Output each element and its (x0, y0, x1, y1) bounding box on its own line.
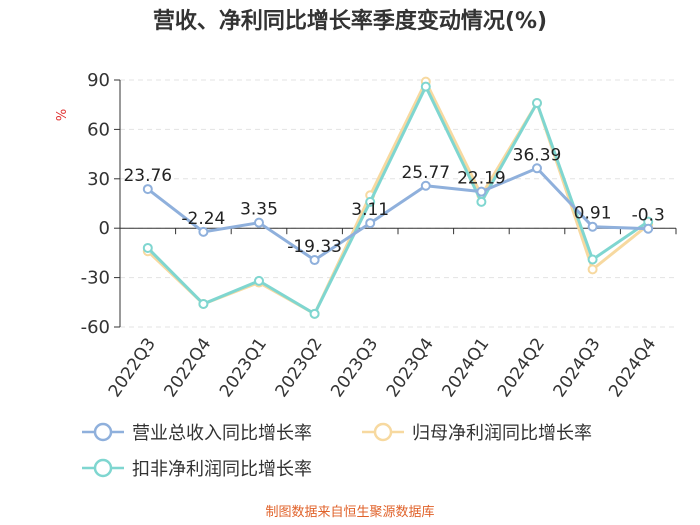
data-point (309, 308, 320, 319)
data-point (420, 180, 431, 191)
data-label: 25.77 (401, 163, 450, 183)
x-tick-labels: 2022Q3 2022Q4 2023Q1 2023Q2 2023Q3 2023Q4 2024… (105, 334, 660, 401)
data-label: 36.39 (513, 145, 562, 165)
x-tick-label: 2023Q2 (272, 334, 327, 401)
y-tick-label: -30 (81, 268, 110, 289)
legend-marker (93, 422, 113, 442)
y-tick-labels: 90 60 30 0 -30 -60 (81, 70, 110, 338)
data-point (365, 218, 376, 229)
y-tick-label: 30 (87, 169, 110, 190)
series-line (146, 80, 650, 316)
data-point (587, 221, 598, 232)
data-point (254, 275, 264, 286)
data-point (198, 298, 209, 309)
legend-label: 营业总收入同比增长率 (132, 423, 312, 444)
x-tick-label: 2023Q1 (216, 334, 271, 401)
data-point (476, 196, 487, 207)
legend-item: 营业总收入同比增长率 (82, 422, 312, 444)
series-line (146, 166, 649, 262)
x-tick-label: 2022Q3 (105, 334, 160, 401)
data-point (142, 242, 153, 253)
data-point (643, 223, 654, 234)
data-label: 23.76 (123, 166, 172, 186)
y-tick-label: 0 (99, 218, 110, 239)
data-point (198, 226, 209, 237)
x-tick-label: 2023Q3 (327, 334, 382, 401)
x-tick-label: 2024Q3 (550, 334, 605, 401)
data-point (532, 163, 542, 174)
axes (119, 80, 677, 327)
x-tick-label: 2024Q4 (605, 334, 660, 401)
data-point (587, 254, 598, 265)
data-point (420, 81, 431, 92)
y-axis-unit: % (55, 109, 70, 121)
data-point (365, 196, 376, 207)
data-point (254, 217, 264, 228)
series-line (146, 85, 650, 316)
y-tick-label: 60 (87, 119, 110, 140)
legend-label: 扣非净利润同比增长率 (132, 459, 312, 480)
data-labels: 23.76 -2.24 3.35 -19.33 3.11 25.77 22.19 36.39 0… (123, 145, 664, 257)
data-label: 3.11 (351, 200, 389, 220)
data-point (309, 255, 320, 266)
data-point (476, 186, 487, 197)
chart-title: 营收、净利同比增长率季度变动情况(%) (153, 8, 547, 34)
legend-marker (93, 458, 113, 478)
x-tick-label: 2024Q2 (494, 334, 549, 401)
data-source-note: 制图数据来自恒生聚源数据库 (265, 504, 434, 520)
legend-item: 扣非净利润同比增长率 (82, 458, 312, 480)
y-tick-label: -60 (81, 317, 110, 338)
data-label: -0.3 (632, 206, 665, 226)
data-point (587, 264, 598, 275)
data-label: 22.19 (457, 169, 506, 189)
x-tick-label: 2022Q4 (160, 334, 215, 401)
y-tick-label: 90 (87, 70, 110, 91)
series-lines (142, 76, 654, 319)
x-tick-label: 2023Q4 (383, 334, 438, 401)
data-label: 3.35 (240, 200, 278, 220)
data-point (532, 98, 542, 109)
data-label: -19.33 (287, 237, 342, 257)
data-point (142, 184, 153, 195)
x-tick-label: 2024Q1 (438, 334, 493, 401)
data-label: -2.24 (181, 209, 225, 229)
legend-label: 归母净利润同比增长率 (412, 423, 592, 444)
data-label: 0.91 (574, 204, 612, 224)
legend-item: 归母净利润同比增长率 (362, 422, 592, 444)
legend-marker (373, 422, 393, 442)
